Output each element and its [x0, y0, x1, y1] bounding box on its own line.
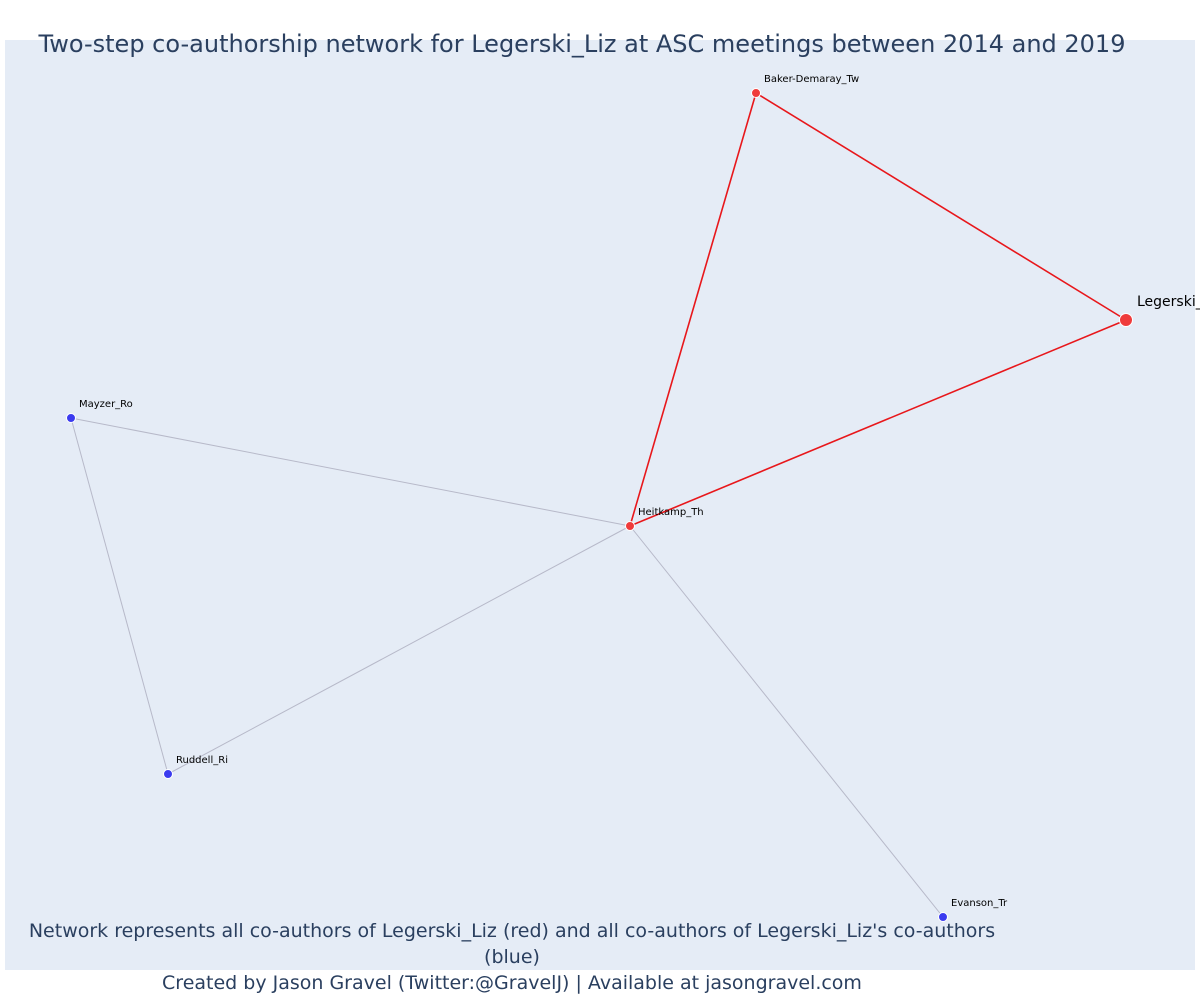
edge-Baker-Demaray_Tw-Legerski_Liz — [755, 92, 1127, 321]
caption-line-2: Created by Jason Gravel (Twitter:@Gravel… — [162, 972, 862, 994]
edge-Mayzer_Ro-Heitkamp_Th — [70, 417, 631, 527]
edge-Evanson_Tr-Heitkamp_Th — [629, 525, 944, 918]
edges-layer — [70, 92, 1127, 918]
edge-Mayzer_Ro-Ruddell_Ri — [70, 417, 169, 775]
node-label-Legerski_Liz: Legerski_Liz — [1137, 294, 1200, 310]
node-label-Mayzer_Ro: Mayzer_Ro — [79, 399, 133, 410]
edge-Ruddell_Ri-Heitkamp_Th — [167, 525, 631, 775]
chart-title: Two-step co-authorship network for Leger… — [38, 30, 1126, 58]
node-label-Heitkamp_Th: Heitkamp_Th — [638, 507, 704, 518]
labels-layer: Legerski_Liz Baker-Demaray_Tw Heitkamp_Th M… — [79, 74, 1200, 909]
edge-Baker-Demaray_Tw-Heitkamp_Th — [629, 92, 757, 527]
plot-background — [5, 40, 1195, 970]
node-label-Ruddell_Ri: Ruddell_Ri — [176, 755, 228, 766]
nodes-layer — [66, 88, 1133, 922]
edge-Heitkamp_Th-Legerski_Liz — [629, 319, 1127, 527]
node-Ruddell_Ri[interactable] — [163, 769, 173, 779]
node-Evanson_Tr[interactable] — [938, 912, 948, 922]
node-label-Evanson_Tr: Evanson_Tr — [951, 898, 1008, 909]
node-label-Baker-Demaray_Tw: Baker-Demaray_Tw — [764, 74, 859, 85]
caption-line-1: Network represents all co-authors of Leg… — [28, 920, 996, 968]
chart-caption: Network represents all co-authors of Leg… — [0, 918, 1024, 996]
node-Heitkamp_Th[interactable] — [625, 521, 635, 531]
node-Mayzer_Ro[interactable] — [66, 413, 76, 423]
node-Baker-Demaray_Tw[interactable] — [751, 88, 761, 98]
node-Legerski_Liz[interactable] — [1119, 313, 1133, 327]
